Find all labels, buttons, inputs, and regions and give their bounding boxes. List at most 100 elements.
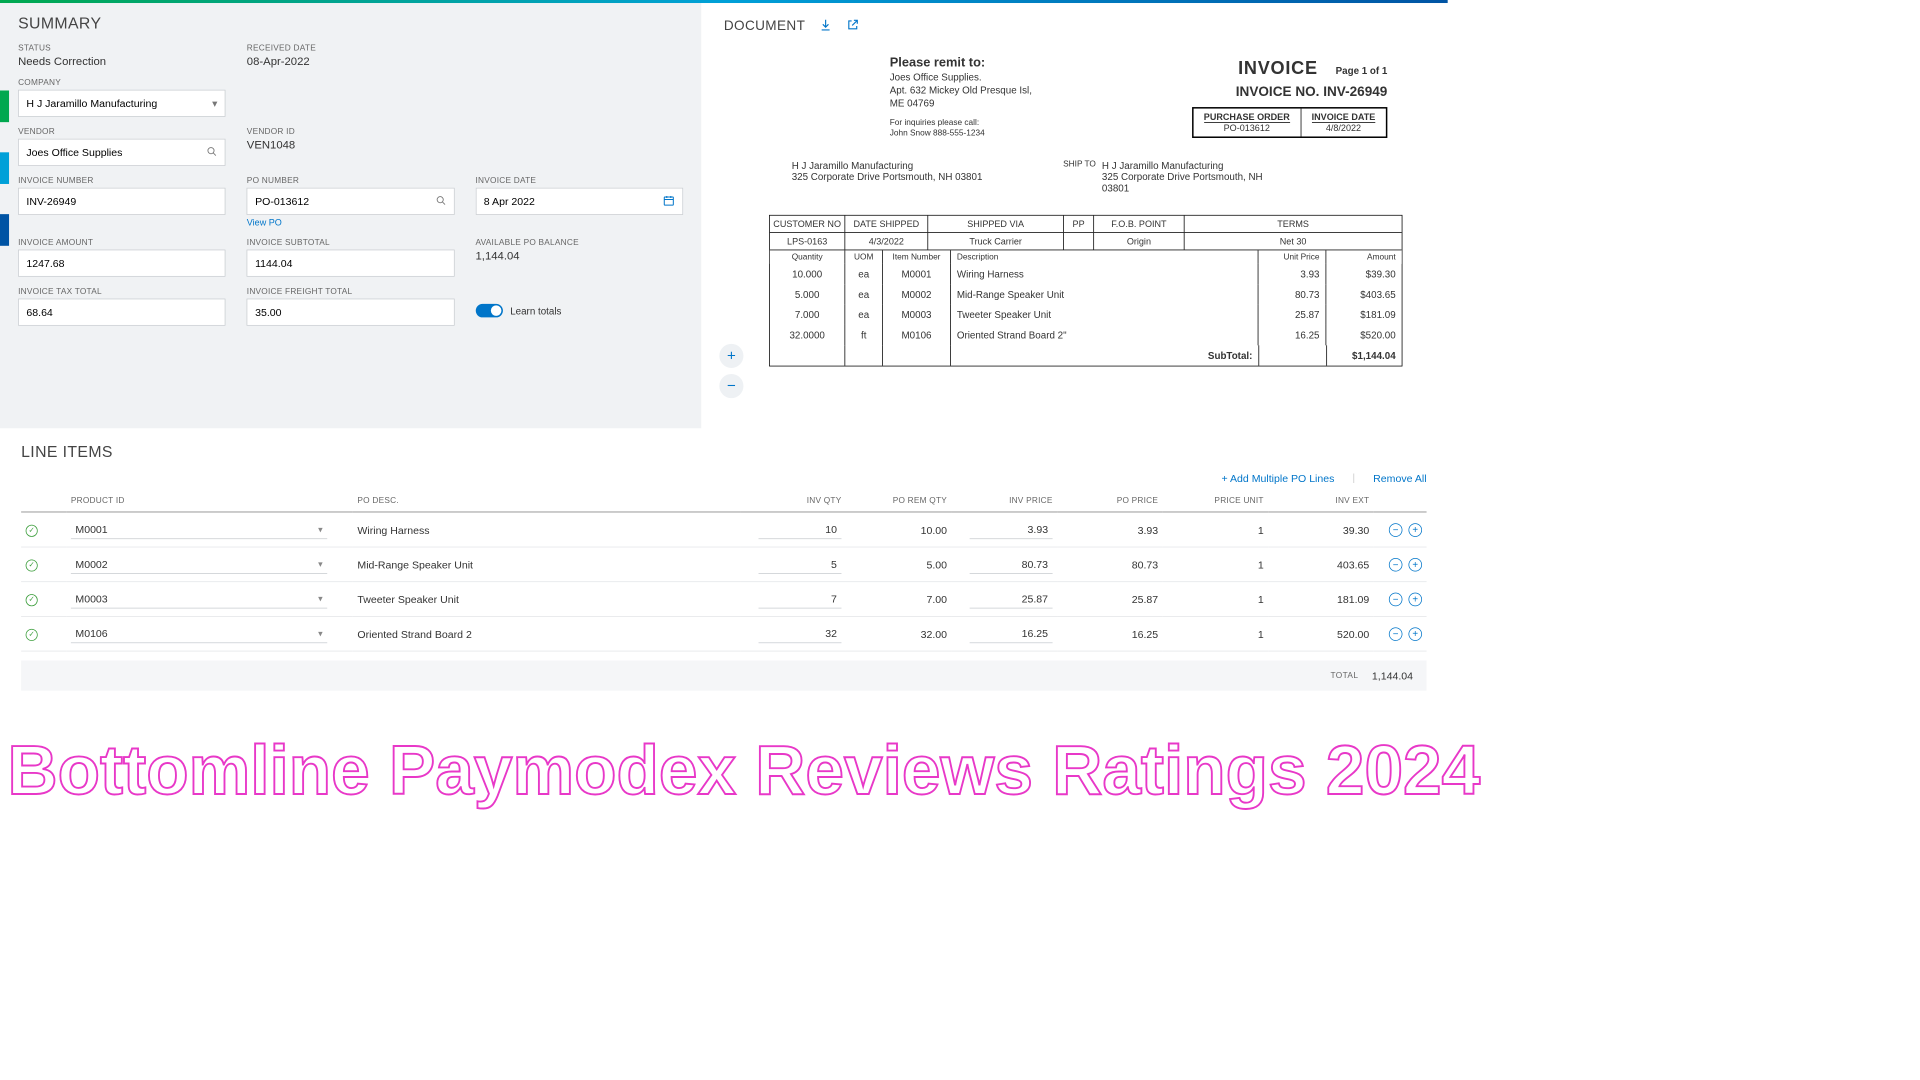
invext-cell: 39.30 [1268,512,1374,547]
divider: | [1353,472,1356,484]
search-icon[interactable] [207,146,218,159]
invprice-input[interactable]: 3.93 [970,520,1053,539]
invoice-tax-input[interactable] [26,306,217,318]
table-row: ✓M0003▾Tweeter Speaker Unit77.0025.8725.… [21,582,1426,617]
check-icon: ✓ [26,629,38,641]
total-value: 1,144.04 [1372,670,1413,682]
th-podesc: PO DESC. [353,490,741,512]
invoice-amount-input[interactable] [26,257,217,269]
invoice-number-input[interactable] [26,195,217,207]
invoice-line: 32.0000ftM0106Oriented Strand Board 2"16… [770,325,1402,345]
invext-cell: 520.00 [1268,616,1374,651]
invqty-input[interactable]: 32 [759,624,842,643]
inv-date-header: INVOICE DATE [1312,112,1376,123]
product-select[interactable]: M0106▾ [71,624,327,643]
side-accent [0,90,9,275]
invoice-number-field[interactable] [18,188,226,215]
invoice-freight-input[interactable] [255,306,446,318]
remove-row-icon[interactable]: − [1389,592,1403,606]
invprice-input[interactable]: 16.25 [970,624,1053,643]
shipto-label: SHIP TO [1063,160,1096,194]
invoice-date-label: INVOICE DATE [476,176,684,185]
po-number-lookup[interactable] [247,188,455,215]
document-viewer[interactable]: Please remit to: Joes Office Supplies. A… [724,48,1425,421]
col-terms: TERMS [1185,216,1402,233]
zoom-in-button[interactable]: + [719,344,743,368]
learn-totals-label: Learn totals [510,305,561,316]
invoice-tax-field[interactable] [18,299,226,326]
learn-totals-toggle[interactable] [476,304,503,318]
check-icon: ✓ [26,525,38,537]
add-row-icon[interactable]: + [1408,627,1422,641]
invoice-freight-label: INVOICE FREIGHT TOTAL [247,287,455,296]
table-row: ✓M0001▾Wiring Harness1010.003.933.93139.… [21,512,1426,547]
document-title: DOCUMENT [724,18,805,34]
company-input[interactable] [26,97,212,109]
inv-date-value: 4/8/2022 [1312,123,1376,134]
remove-row-icon[interactable]: − [1389,523,1403,537]
po-number-label: PO NUMBER [247,176,455,185]
vendor-lookup[interactable] [18,139,226,166]
table-row: ✓M0106▾Oriented Strand Board 23232.0016.… [21,616,1426,651]
lineitems-total: TOTAL 1,144.04 [21,661,1426,691]
po-number-input[interactable] [255,195,435,207]
add-row-icon[interactable]: + [1408,558,1422,572]
col-customer: CUSTOMER NO [770,216,845,233]
add-multiple-po-lines-link[interactable]: + Add Multiple PO Lines [1221,472,1334,484]
priceunit-cell: 1 [1163,512,1269,547]
poprice-cell: 80.73 [1057,547,1163,582]
invext-cell: 181.09 [1268,582,1374,617]
poremqty-cell: 5.00 [846,547,952,582]
invoice-date-input[interactable] [484,195,663,207]
podesc-cell: Wiring Harness [353,512,741,547]
open-external-icon[interactable] [846,18,860,34]
col-shippedvia: SHIPPED VIA [928,216,1064,233]
product-select[interactable]: M0002▾ [71,555,327,574]
invoice-freight-field[interactable] [247,299,455,326]
th-invext: INV EXT [1268,490,1374,512]
zoom-out-button[interactable]: − [719,374,743,398]
download-icon[interactable] [819,18,833,34]
invqty-input[interactable]: 5 [759,555,842,574]
add-row-icon[interactable]: + [1408,592,1422,606]
lineitems-table: PRODUCT ID PO DESC. INV QTY PO REM QTY I… [21,490,1426,651]
remove-all-link[interactable]: Remove All [1373,472,1426,484]
invoice-subtotal-input[interactable] [255,257,446,269]
view-po-link[interactable]: View PO [247,217,282,228]
invqty-input[interactable]: 10 [759,520,842,539]
received-date-value: 08-Apr-2022 [247,55,455,68]
invoice-grid: CUSTOMER NO DATE SHIPPED SHIPPED VIA PP … [769,215,1402,367]
col-unitprice: Unit Price [1258,251,1326,265]
status-label: STATUS [18,44,226,53]
vendor-label: VENDOR [18,127,226,136]
product-select[interactable]: M0003▾ [71,590,327,609]
remove-row-icon[interactable]: − [1389,558,1403,572]
invoice-line: 7.000eaM0003Tweeter Speaker Unit25.87$18… [770,305,1402,325]
invoice-subtotal-field[interactable] [247,250,455,277]
invoice-line: 10.000eaM0001Wiring Harness3.93$39.30 [770,264,1402,284]
company-select[interactable]: ▾ [18,90,226,117]
invoice-amount-field[interactable] [18,250,226,277]
subtotal-value: $1,144.04 [1326,346,1401,366]
th-poprice: PO PRICE [1057,490,1163,512]
status-value: Needs Correction [18,55,226,68]
invoice-line: 5.000eaM0002Mid-Range Speaker Unit80.73$… [770,284,1402,304]
product-select[interactable]: M0001▾ [71,520,327,539]
invprice-input[interactable]: 80.73 [970,555,1053,574]
th-invqty: INV QTY [740,490,846,512]
val-shippedvia: Truck Carrier [928,233,1064,250]
calendar-icon[interactable] [663,194,675,208]
invprice-input[interactable]: 25.87 [970,590,1053,609]
subtotal-label: SubTotal: [951,346,1259,366]
search-icon[interactable] [436,195,447,208]
invoice-date-field[interactable] [476,188,684,215]
vendor-input[interactable] [26,146,206,158]
po-header: PURCHASE ORDER [1204,112,1290,123]
invoice-heading: INVOICE [1238,58,1318,79]
received-date-label: RECEIVED DATE [247,44,455,53]
val-customer: LPS-0163 [770,233,845,250]
add-row-icon[interactable]: + [1408,523,1422,537]
chevron-down-icon: ▾ [318,593,323,604]
remove-row-icon[interactable]: − [1389,627,1403,641]
invqty-input[interactable]: 7 [759,590,842,609]
